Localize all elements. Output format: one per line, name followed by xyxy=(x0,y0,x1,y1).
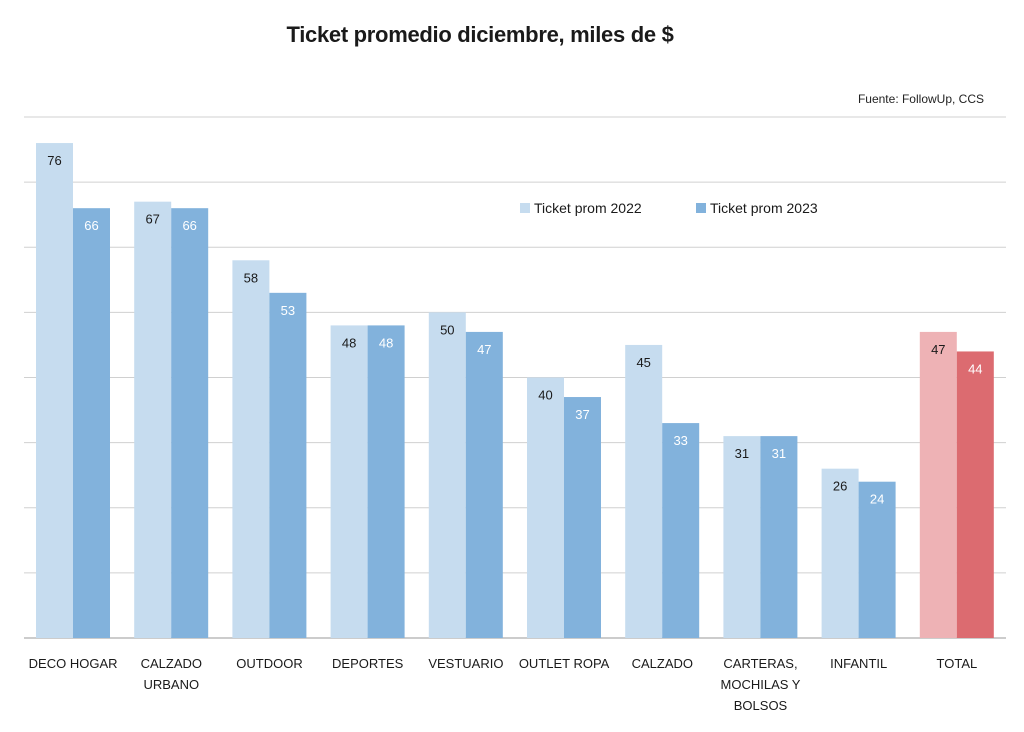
legend: Ticket prom 2022 Ticket prom 2023 xyxy=(520,200,818,216)
category-label: OUTLET ROPA xyxy=(519,656,610,671)
category-label: TOTAL xyxy=(937,656,978,671)
bar-2022 xyxy=(723,436,761,638)
data-label-2023: 48 xyxy=(379,335,393,350)
bar-2022 xyxy=(134,201,172,638)
data-label-2023: 66 xyxy=(84,218,98,233)
bar-2022 xyxy=(428,312,466,638)
data-label-2022: 26 xyxy=(833,479,847,494)
category-label: OUTDOOR xyxy=(236,656,302,671)
data-labels: 76 66 67 66 58 53 48 48 50 47 40 37 45 33 31 31 26 24 47 44 xyxy=(47,153,982,507)
data-label-2022: 40 xyxy=(538,388,552,403)
bar-2022 xyxy=(527,377,564,638)
bar-2023 xyxy=(858,481,896,638)
data-label-2022: 47 xyxy=(931,342,945,357)
category-label: CALZADO xyxy=(632,656,693,671)
bar-2023 xyxy=(662,423,700,638)
chart-title: Ticket promedio diciembre, miles de $ xyxy=(286,22,674,47)
bar-2022 xyxy=(821,468,859,638)
legend-label-2023: Ticket prom 2023 xyxy=(710,200,818,216)
bar-2023 xyxy=(171,208,209,639)
bars xyxy=(36,143,994,639)
bar-2023 xyxy=(73,208,110,639)
bar-2023 xyxy=(956,351,994,638)
bar-2023 xyxy=(760,436,798,638)
bar-2023 xyxy=(367,325,405,638)
data-label-2023: 66 xyxy=(182,218,196,233)
data-label-2023: 47 xyxy=(477,342,491,357)
chart-source: Fuente: FollowUp, CCS xyxy=(857,92,984,106)
bar-2023 xyxy=(465,331,503,638)
bar-2022 xyxy=(625,344,663,638)
bar-2022 xyxy=(36,143,73,639)
data-label-2022: 31 xyxy=(735,446,749,461)
bar-2022 xyxy=(232,260,270,638)
data-label-2023: 44 xyxy=(968,361,982,376)
bar-2023 xyxy=(564,397,601,638)
data-label-2022: 48 xyxy=(342,335,356,350)
data-label-2023: 33 xyxy=(673,433,687,448)
legend-swatch-2023 xyxy=(696,203,706,213)
category-label: INFANTIL xyxy=(830,656,887,671)
data-label-2022: 76 xyxy=(47,153,61,168)
category-labels: DECO HOGAR CALZADO URBANO OUTDOOR DEPORTES VE… xyxy=(29,656,978,713)
data-label-2022: 50 xyxy=(440,322,454,337)
category-label: DEPORTES xyxy=(332,656,404,671)
category-label: CALZADO URBANO xyxy=(141,656,202,692)
category-label: DECO HOGAR xyxy=(29,656,118,671)
bar-2022 xyxy=(330,325,368,638)
data-label-2023: 31 xyxy=(772,446,786,461)
data-label-2022: 45 xyxy=(636,355,650,370)
category-label: CARTERAS, MOCHILAS Y BOLSOS xyxy=(721,656,801,713)
legend-label-2022: Ticket prom 2022 xyxy=(534,200,642,216)
data-label-2022: 67 xyxy=(145,212,159,227)
bar-2023 xyxy=(269,292,307,638)
data-label-2023: 24 xyxy=(870,492,884,507)
bar-2022 xyxy=(919,331,957,638)
data-label-2023: 37 xyxy=(575,407,589,422)
data-label-2023: 53 xyxy=(281,303,295,318)
category-label: VESTUARIO xyxy=(428,656,503,671)
legend-swatch-2022 xyxy=(520,203,530,213)
data-label-2022: 58 xyxy=(244,270,258,285)
